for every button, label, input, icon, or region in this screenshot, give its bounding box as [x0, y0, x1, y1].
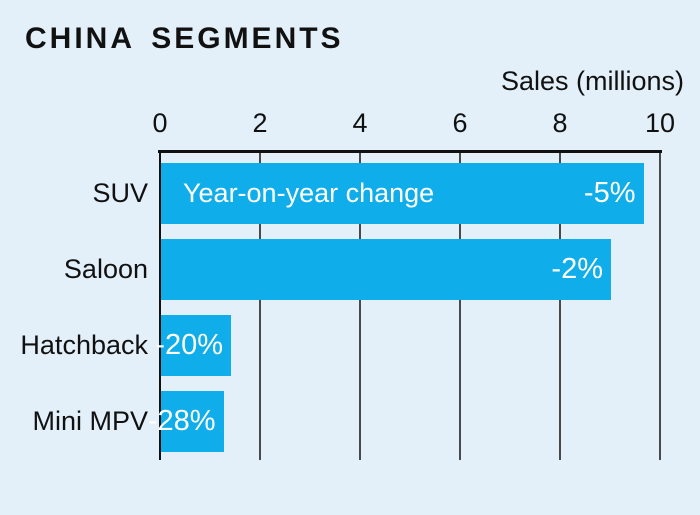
- tick-label-10: 10: [644, 108, 676, 138]
- gridline-2: [259, 150, 261, 460]
- category-label-mini-mpv: Mini MPV: [32, 406, 148, 436]
- tick-label-0: 0: [152, 108, 168, 138]
- category-label-saloon: Saloon: [63, 254, 148, 284]
- tick-label-4: 4: [352, 108, 368, 138]
- x-axis-line: [158, 150, 662, 153]
- gridline-10: [659, 150, 661, 460]
- category-label-hatchback: Hatchback: [20, 330, 148, 360]
- bar-value-label: -28%: [147, 405, 216, 437]
- tick-label-2: 2: [252, 108, 268, 138]
- category-label-suv: SUV: [92, 178, 148, 208]
- gridline-6: [459, 150, 461, 460]
- bar-value-label: -2%: [551, 253, 603, 285]
- bar-value-label: -20%: [155, 329, 223, 361]
- gridline-8: [559, 150, 561, 460]
- tick-label-6: 6: [452, 108, 468, 138]
- bar-mini-mpv: -28%: [148, 391, 224, 452]
- x-axis-label: Sales (millions): [500, 66, 684, 96]
- bar-annotation: Year-on-year change: [183, 178, 435, 208]
- chart-title: CHINA SEGMENTS: [25, 22, 344, 55]
- bar-hatchback: -20%: [155, 315, 231, 376]
- gridline-0: [158, 150, 162, 460]
- bar-suv: Year-on-year change -5%: [161, 163, 644, 224]
- bar-value-label: -5%: [583, 177, 636, 209]
- gridline-4: [359, 150, 361, 460]
- plot-area: 0 2 4 6 8 10 Year-on-year change -5% -2% -20% -28…: [148, 108, 675, 460]
- tick-label-8: 8: [552, 108, 568, 138]
- bar-saloon: -2%: [161, 239, 611, 300]
